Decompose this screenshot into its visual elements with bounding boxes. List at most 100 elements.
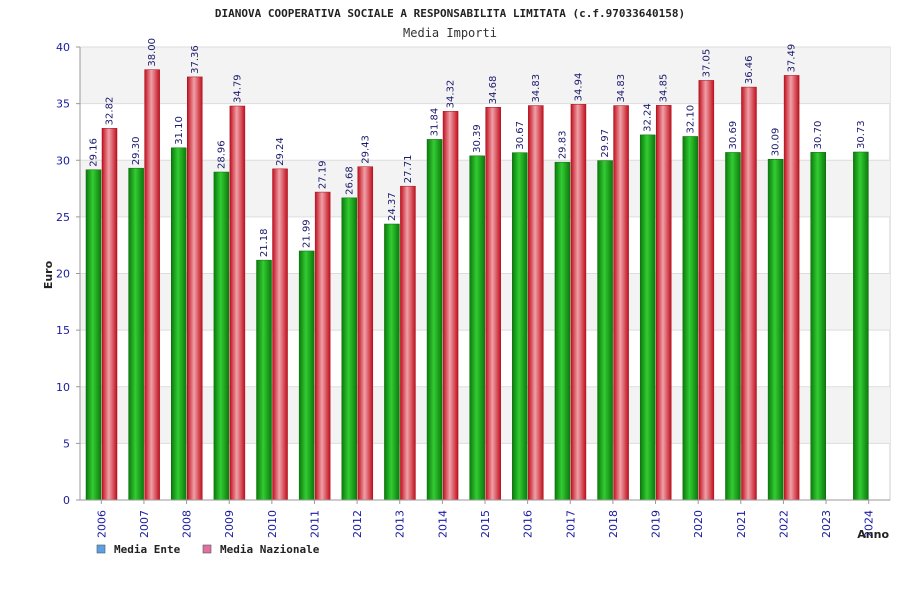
bar-media-nazionale	[314, 191, 331, 501]
bar-media-ente	[682, 136, 699, 501]
bar-media-nazionale	[655, 105, 672, 501]
x-tick-label: 2017	[564, 510, 577, 538]
y-tick-label: 35	[56, 98, 70, 111]
bar-media-ente	[128, 167, 144, 501]
bar-media-nazionale	[357, 166, 374, 501]
bar-media-nazionale	[698, 80, 715, 501]
x-tick-label: 2014	[436, 510, 449, 538]
bar-label-media-nazionale: 29.43	[360, 135, 371, 164]
y-tick-label: 10	[56, 381, 70, 394]
bar-label-media-ente: 30.70	[813, 121, 824, 150]
bar-media-nazionale	[272, 168, 288, 501]
y-tick-label: 25	[56, 211, 70, 224]
bar-label-media-ente: 21.18	[259, 228, 270, 257]
bar-media-ente	[213, 171, 230, 501]
bar-label-media-nazionale: 34.83	[531, 74, 542, 103]
bar-label-media-nazionale: 34.79	[232, 74, 243, 103]
bar-media-nazionale	[741, 86, 757, 501]
bar-label-media-nazionale: 27.19	[318, 160, 329, 189]
y-tick-label: 5	[63, 437, 70, 450]
x-tick-label: 2012	[351, 510, 364, 538]
bar-media-ente	[171, 147, 187, 501]
x-tick-label: 2022	[777, 510, 790, 538]
bar-label-media-nazionale: 34.32	[446, 80, 457, 109]
bar-label-media-nazionale: 32.82	[105, 97, 116, 126]
x-tick-label: 2024	[863, 510, 876, 538]
legend: Media Ente Media Nazionale	[96, 543, 320, 556]
bar-value-labels: 29.16 32.82 29.30 38.00 31.10 37.36 28.96 34.79…	[89, 38, 867, 257]
bars	[85, 69, 869, 501]
bar-media-ente	[810, 152, 826, 501]
bar-media-nazionale	[485, 106, 501, 501]
bar-media-ente	[512, 152, 528, 501]
bar-label-media-nazionale: 36.46	[744, 55, 755, 84]
bar-media-ente	[85, 169, 102, 501]
bar-media-nazionale	[144, 69, 160, 501]
x-tick-label: 2009	[223, 510, 236, 538]
bar-label-media-nazionale: 34.83	[616, 74, 627, 103]
y-tick-label: 40	[56, 41, 70, 54]
bar-label-media-ente: 32.10	[685, 105, 696, 134]
bar-label-media-nazionale: 34.85	[659, 74, 670, 103]
y-tick-label: 20	[56, 268, 70, 281]
bar-media-ente	[639, 134, 656, 501]
bar-label-media-ente: 31.10	[174, 116, 185, 145]
bar-label-media-nazionale: 37.05	[701, 49, 712, 78]
bar-label-media-ente: 32.24	[643, 103, 654, 132]
bar-label-media-ente: 31.84	[430, 108, 441, 137]
legend-swatch-media-nazionale	[202, 544, 212, 554]
bar-label-media-ente: 29.30	[131, 137, 142, 166]
bar-label-media-nazionale: 38.00	[147, 38, 158, 67]
bar-label-media-nazionale: 37.49	[787, 44, 798, 73]
bar-label-media-ente: 26.68	[344, 166, 355, 195]
bar-media-ente	[767, 158, 784, 501]
bar-media-nazionale	[613, 105, 629, 501]
bar-media-ente	[853, 151, 869, 501]
x-tick-label: 2011	[308, 510, 321, 538]
bar-label-media-nazionale: 27.71	[403, 155, 414, 184]
bar-label-media-ente: 29.16	[89, 138, 100, 167]
bar-media-nazionale	[528, 105, 544, 501]
y-tick-label: 30	[56, 154, 70, 167]
x-tick-label: 2015	[479, 510, 492, 538]
bar-media-nazionale	[442, 111, 459, 501]
x-tick-label: 2006	[95, 510, 108, 538]
bar-label-media-ente: 28.96	[216, 140, 227, 169]
bar-media-ente	[341, 197, 358, 501]
bar-label-media-ente: 30.69	[728, 121, 739, 150]
bar-label-media-ente: 30.09	[771, 128, 782, 157]
x-tick-label: 2018	[607, 510, 620, 538]
bar-media-ente	[469, 155, 485, 501]
x-tick-label: 2016	[522, 510, 535, 538]
bar-media-ente	[725, 152, 741, 501]
bar-media-nazionale	[187, 76, 203, 501]
chart-title: DIANOVA COOPERATIVA SOCIALE A RESPONSABI…	[215, 7, 685, 20]
bar-label-media-ente: 29.97	[600, 129, 611, 158]
bar-label-media-ente: 21.99	[302, 219, 313, 248]
bar-label-media-nazionale: 37.36	[190, 45, 201, 74]
bar-media-ente	[597, 160, 613, 501]
bar-media-nazionale	[570, 104, 587, 501]
x-tick-label: 2008	[181, 510, 194, 538]
bar-media-nazionale	[783, 75, 800, 501]
x-tick-label: 2013	[394, 510, 407, 538]
x-tick-label: 2019	[650, 510, 663, 538]
legend-swatch-media-ente	[96, 544, 106, 554]
x-tick-label: 2021	[735, 510, 748, 538]
bar-media-ente	[298, 250, 315, 501]
bar-label-media-nazionale: 34.94	[573, 73, 584, 102]
bar-label-media-ente: 29.83	[557, 131, 568, 160]
legend-label-media-ente: Media Ente	[114, 543, 181, 556]
bar-media-ente	[554, 161, 571, 501]
bar-media-nazionale	[101, 128, 118, 501]
bar-media-ente	[256, 259, 272, 501]
legend-label-media-nazionale: Media Nazionale	[220, 543, 320, 556]
y-axis-label: Euro	[42, 260, 55, 289]
x-tick-label: 2010	[266, 510, 279, 538]
x-axis-ticks: 2006 2007 2008 2009 2010 2011 2012 2013 2014 2015…	[95, 500, 876, 538]
x-tick-label: 2020	[692, 510, 705, 538]
bar-media-nazionale	[229, 105, 246, 501]
x-tick-label: 2023	[820, 510, 833, 538]
chart-subtitle: Media Importi	[403, 26, 497, 40]
